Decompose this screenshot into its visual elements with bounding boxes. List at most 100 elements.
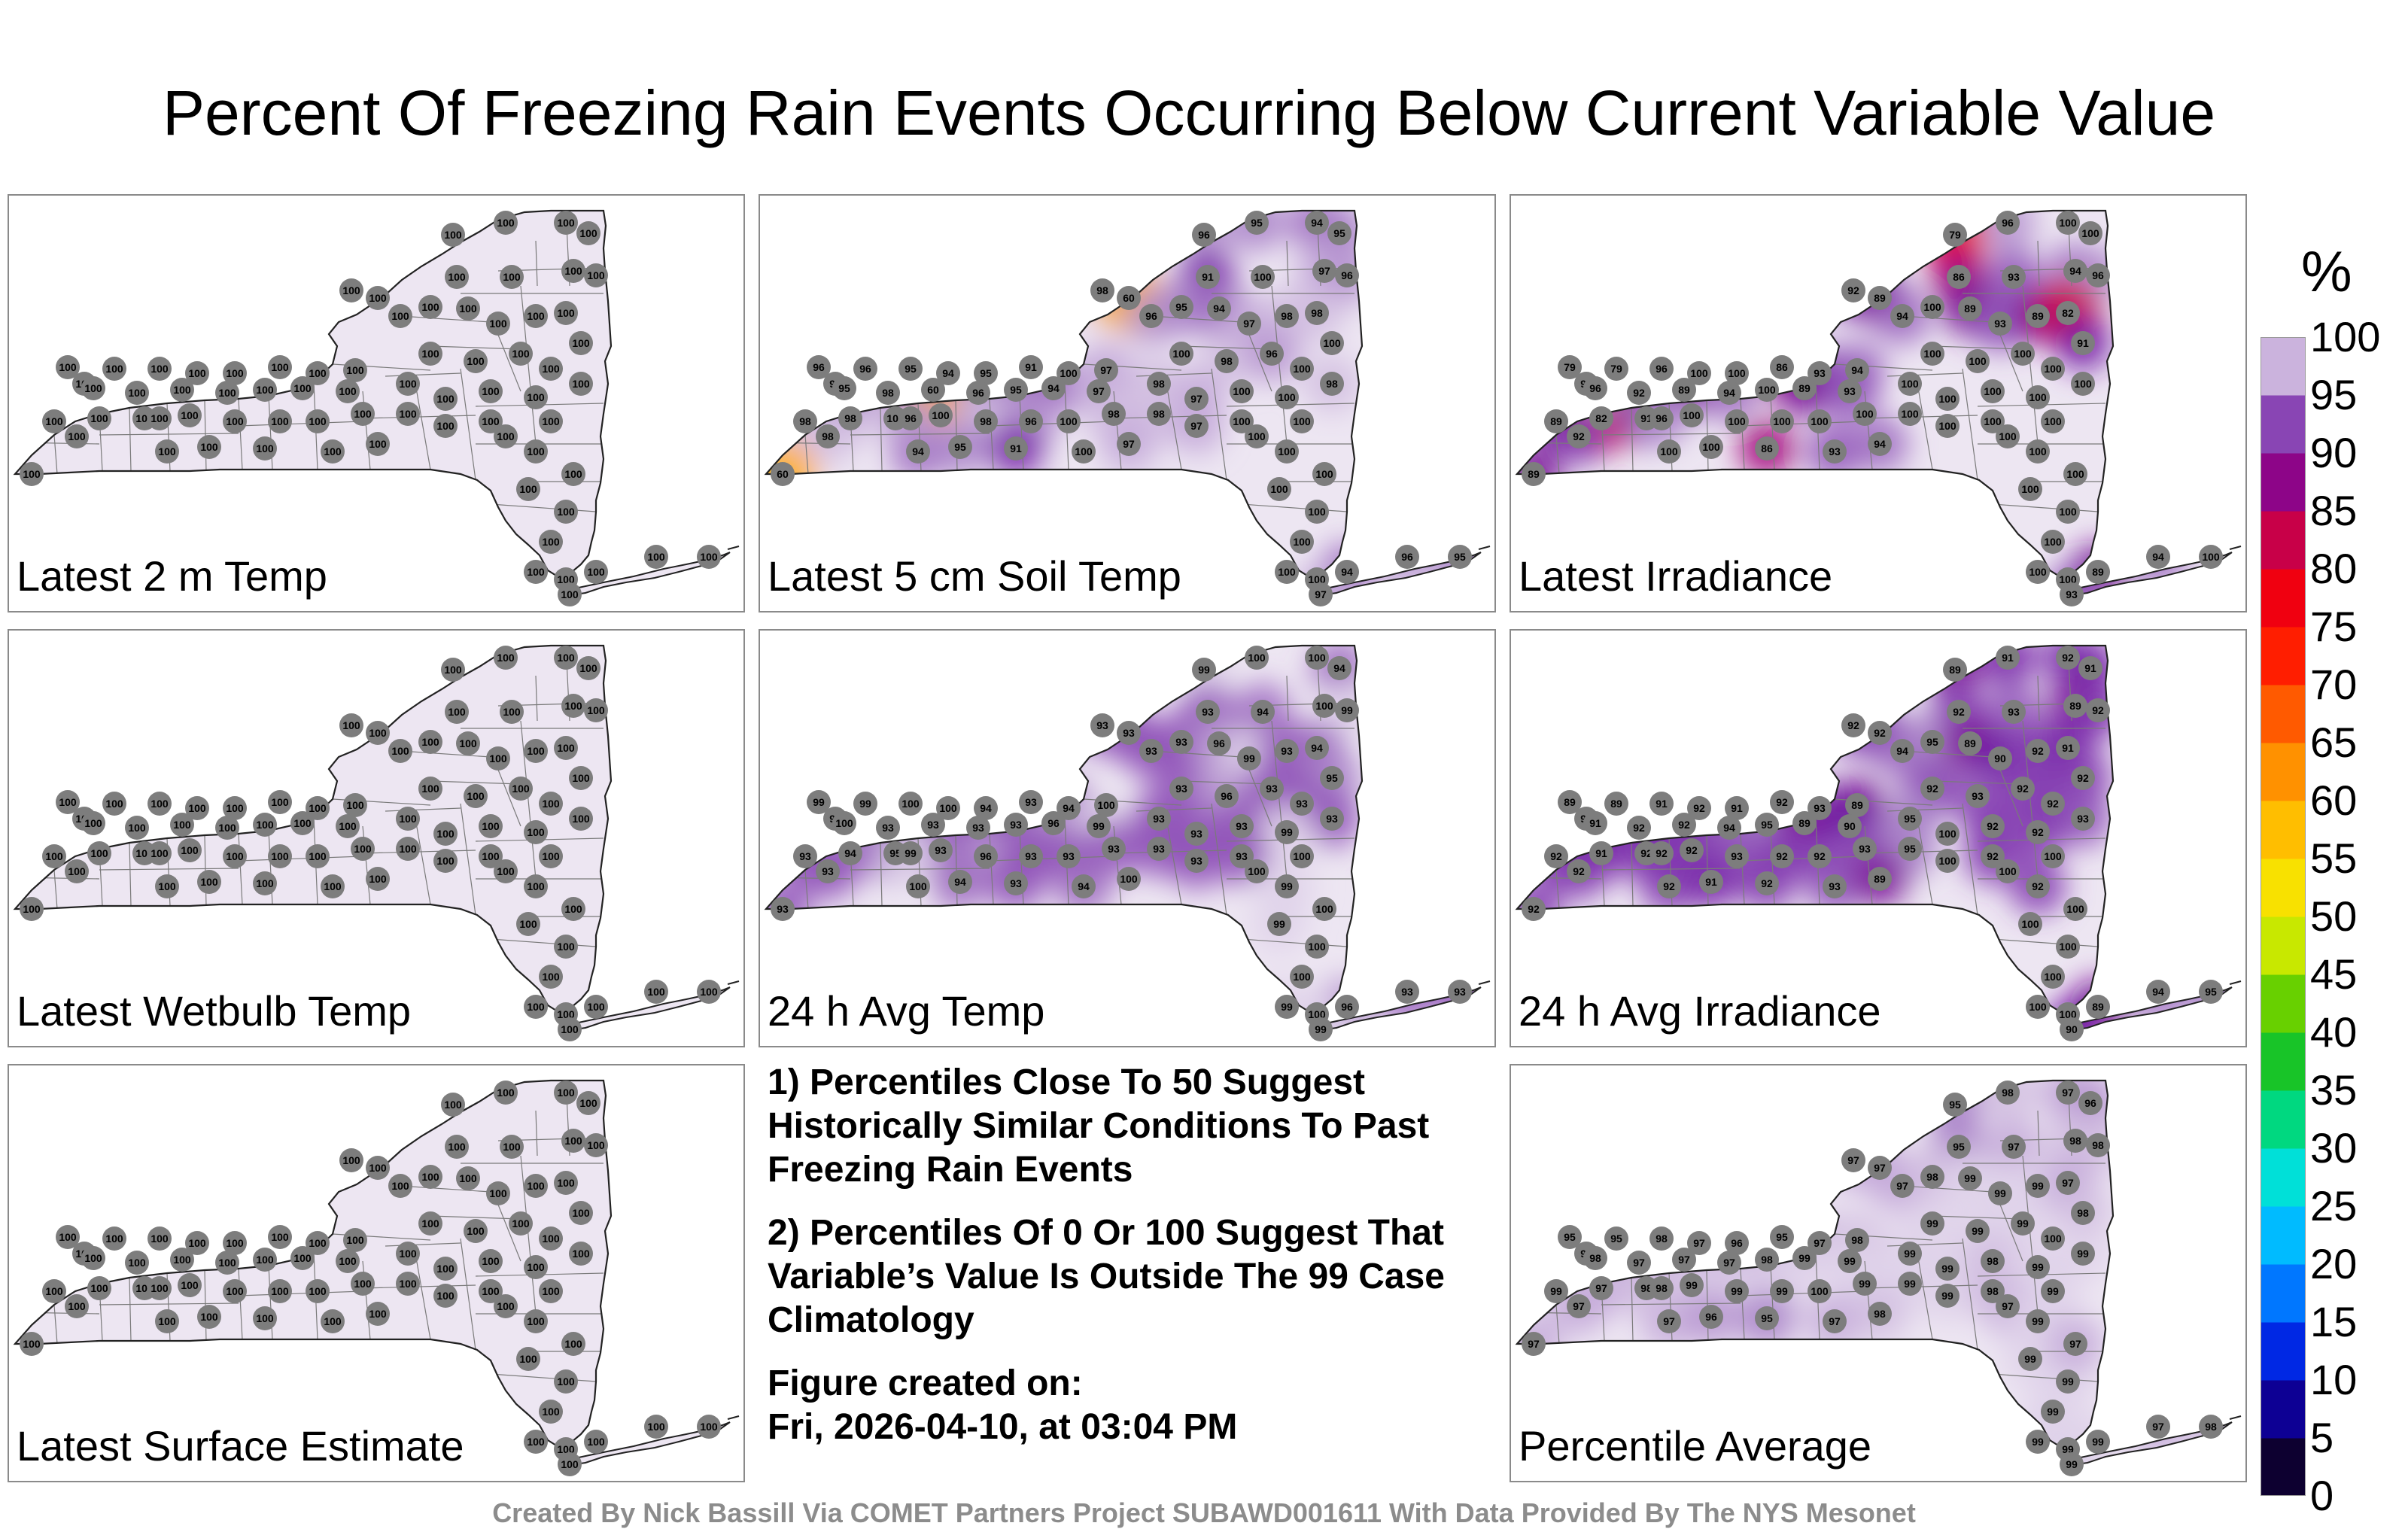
station-marker: 100 xyxy=(554,211,578,235)
svg-text:89: 89 xyxy=(1874,292,1886,304)
station-marker: 86 xyxy=(1755,436,1779,460)
svg-text:100: 100 xyxy=(2202,551,2220,563)
station-marker: 100 xyxy=(1981,409,2005,433)
station-marker: 100 xyxy=(2199,545,2223,569)
svg-text:100: 100 xyxy=(542,798,560,810)
station-marker: 100 xyxy=(479,1279,503,1303)
station-marker: 92 xyxy=(1649,841,1674,865)
station-marker: 100 xyxy=(197,1305,221,1329)
svg-text:92: 92 xyxy=(1987,820,1999,832)
svg-text:100: 100 xyxy=(1293,536,1311,548)
station-marker: 94 xyxy=(1041,376,1066,400)
figure-title: Percent Of Freezing Rain Events Occurrin… xyxy=(162,78,2216,148)
station-marker: 100 xyxy=(524,820,548,844)
panel-label: Latest 2 m Temp xyxy=(17,552,327,600)
colorbar-gradient xyxy=(2261,337,2306,1497)
svg-text:99: 99 xyxy=(2032,1261,2044,1273)
station-marker: 100 xyxy=(1230,379,1254,403)
station-marker: 100 xyxy=(253,378,277,402)
station-marker: 100 xyxy=(2056,935,2080,959)
svg-text:100: 100 xyxy=(200,1311,218,1323)
colorbar-segment-85 xyxy=(2261,453,2306,512)
svg-text:100: 100 xyxy=(105,1233,123,1245)
station-marker: 100 xyxy=(65,424,89,448)
svg-text:100: 100 xyxy=(128,1257,146,1269)
svg-text:100: 100 xyxy=(150,363,169,375)
svg-text:95: 95 xyxy=(1761,1312,1773,1324)
svg-text:93: 93 xyxy=(1010,877,1022,889)
station-marker: 100 xyxy=(464,349,488,373)
station-marker: 92 xyxy=(1981,814,2005,838)
svg-text:98: 98 xyxy=(2002,1087,2014,1099)
station-marker: 95 xyxy=(898,357,923,381)
station-marker: 100 xyxy=(396,807,420,831)
station-marker: 92 xyxy=(1567,859,1591,883)
svg-text:93: 93 xyxy=(1731,850,1743,862)
svg-text:100: 100 xyxy=(2059,1008,2077,1020)
svg-text:100: 100 xyxy=(346,364,364,376)
svg-text:96: 96 xyxy=(1401,551,1413,563)
station-marker: 99 xyxy=(2026,1430,2050,1454)
svg-text:100: 100 xyxy=(256,384,274,396)
svg-text:100: 100 xyxy=(564,700,582,712)
station-marker: 100 xyxy=(336,379,360,403)
svg-text:100: 100 xyxy=(271,850,289,862)
station-marker: 100 xyxy=(1966,349,1990,373)
station-marker: 95 xyxy=(1320,766,1344,790)
station-marker: 100 xyxy=(1898,402,1922,426)
station-marker: 100 xyxy=(1057,409,1081,433)
station-marker: 99 xyxy=(2060,1452,2084,1476)
svg-text:100: 100 xyxy=(1233,415,1251,427)
svg-text:95: 95 xyxy=(1251,217,1263,229)
svg-text:100: 100 xyxy=(587,1139,605,1151)
svg-text:100: 100 xyxy=(256,877,274,889)
svg-text:94: 94 xyxy=(912,445,924,457)
station-marker: 100 xyxy=(558,1017,582,1041)
panel-label: 24 h Avg Temp xyxy=(768,987,1045,1035)
station-marker: 92 xyxy=(2071,766,2095,790)
station-marker: 96 xyxy=(1395,545,1419,569)
station-marker: 82 xyxy=(2056,301,2080,325)
station-marker: 100 xyxy=(321,874,345,898)
svg-text:100: 100 xyxy=(1323,337,1341,349)
station-marker: 100 xyxy=(584,263,608,287)
station-marker: 79 xyxy=(1558,355,1582,379)
svg-text:93: 93 xyxy=(1123,727,1135,739)
station-marker: 60 xyxy=(921,378,945,402)
station-marker: 100 xyxy=(147,1276,172,1300)
svg-text:100: 100 xyxy=(527,880,545,892)
svg-text:100: 100 xyxy=(1315,468,1333,480)
station-marker: 100 xyxy=(464,1219,488,1243)
svg-text:96: 96 xyxy=(1221,790,1233,802)
station-marker: 100 xyxy=(576,221,600,245)
station-marker: 100 xyxy=(223,361,247,385)
svg-text:100: 100 xyxy=(587,566,605,578)
station-marker: 95 xyxy=(1448,545,1472,569)
svg-text:96: 96 xyxy=(1025,415,1037,427)
svg-text:93: 93 xyxy=(1814,367,1826,379)
svg-text:100: 100 xyxy=(587,1001,605,1013)
svg-text:100: 100 xyxy=(564,468,582,480)
svg-text:100: 100 xyxy=(459,1172,477,1184)
station-marker: 98 xyxy=(1649,1276,1674,1300)
svg-text:92: 92 xyxy=(1776,850,1788,862)
svg-text:91: 91 xyxy=(1025,361,1037,373)
svg-text:91: 91 xyxy=(1705,876,1717,888)
station-marker: 95 xyxy=(1898,837,1922,861)
svg-text:99: 99 xyxy=(1904,1248,1916,1260)
svg-text:100: 100 xyxy=(181,1279,199,1291)
svg-text:97: 97 xyxy=(2008,1141,2020,1153)
station-marker: 94 xyxy=(1251,700,1275,724)
station-marker: 100 xyxy=(576,1091,600,1115)
station-marker: 100 xyxy=(147,841,172,865)
station-marker: 98 xyxy=(876,381,900,405)
svg-text:100: 100 xyxy=(158,445,176,457)
svg-text:97: 97 xyxy=(1663,1315,1675,1327)
svg-text:100: 100 xyxy=(90,847,108,859)
svg-text:99: 99 xyxy=(1281,1001,1293,1013)
svg-text:99: 99 xyxy=(1243,752,1255,764)
station-marker: 92 xyxy=(2026,820,2050,844)
station-marker: 94 xyxy=(1717,381,1741,405)
station-marker: 98 xyxy=(816,424,840,448)
